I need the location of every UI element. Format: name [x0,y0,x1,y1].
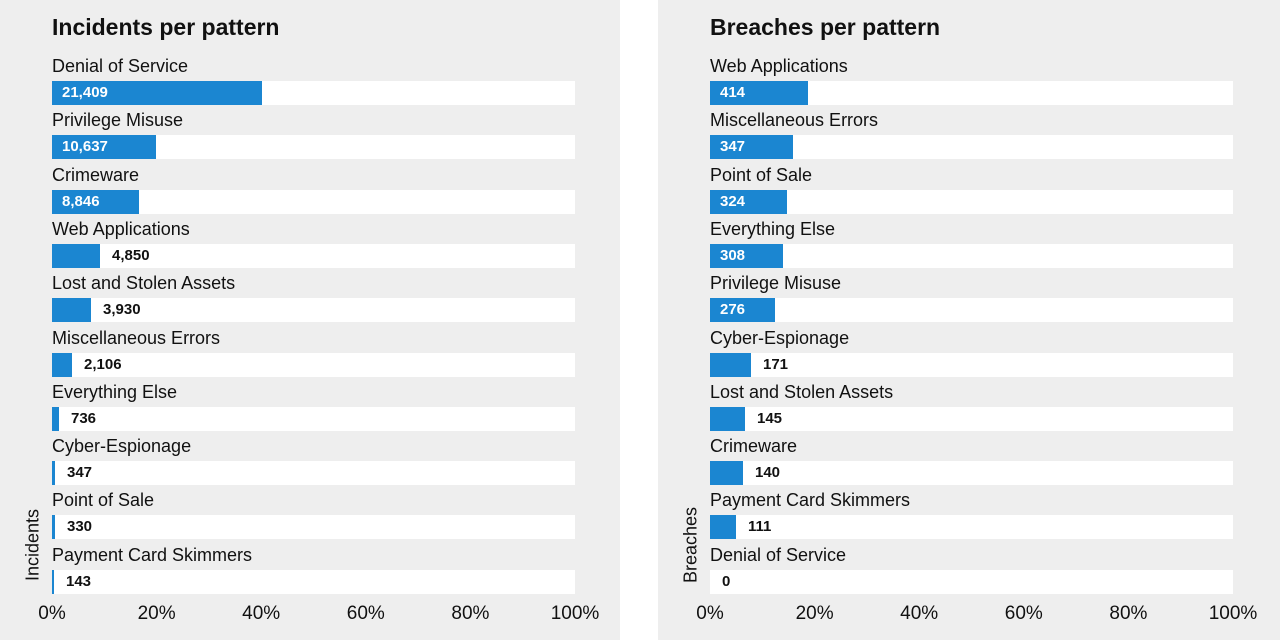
bar-track: 0 [710,569,1233,594]
data-label: 143 [66,572,92,590]
bar-track: 2,106 [52,352,575,377]
bar [710,406,745,431]
bar-track: 171 [710,352,1233,377]
y-axis-label: Breaches [680,506,701,584]
data-label: 736 [71,409,97,427]
x-tick-label: 80% [451,603,490,624]
category-label: Payment Card Skimmers [52,544,253,565]
data-label: 145 [757,409,783,427]
bar [710,461,743,486]
bar-track: 347 [52,461,575,486]
bar [52,81,262,105]
bar [52,515,55,540]
chart-title: Incidents per pattern [52,14,280,40]
bar-track: 347 [710,135,1233,160]
category-label: Denial of Service [710,544,847,565]
data-label: 4,850 [112,246,150,264]
data-label: 347 [720,138,746,156]
y-axis-label: Incidents [22,508,43,582]
bar [710,189,787,214]
bar [710,135,793,160]
x-tick-label: 20% [795,603,834,624]
data-label: 171 [763,355,789,373]
category-label: Lost and Stolen Assets [710,381,894,402]
bar-track: 276 [710,298,1233,323]
bar-track: 21,409 [52,81,575,105]
bar-track: 143 [52,569,575,594]
data-label: 21,409 [62,84,108,101]
bar-track: 8,846 [52,189,575,214]
bar-track: 324 [710,189,1233,214]
bar-track: 308 [710,243,1233,268]
bar [710,298,775,323]
data-label: 8,846 [62,192,100,210]
category-label: Miscellaneous Errors [52,327,221,348]
data-label: 414 [720,84,746,101]
category-label: Crimeware [52,164,140,185]
bar [710,243,783,268]
x-tick-label: 60% [1004,603,1043,624]
bar-track: 736 [52,406,575,431]
data-label: 276 [720,301,746,319]
category-label: Privilege Misuse [710,273,842,294]
incidents-chart-panel: Incidents per pattern Incidents Denial o… [0,0,620,640]
category-label: Point of Sale [710,164,813,185]
x-tick-label: 0% [696,603,724,624]
bar [52,243,100,268]
data-label: 330 [67,518,93,536]
bar-track: 414 [710,81,1233,105]
bar-track: 330 [52,515,575,540]
bar-track: 4,850 [52,243,575,268]
data-label: 2,106 [84,355,122,373]
x-tick-label: 100% [1208,603,1258,624]
bar-track: 111 [710,515,1233,540]
category-label: Cyber-Espionage [52,436,192,457]
bar [52,461,55,486]
data-label: 347 [67,464,93,482]
category-label: Miscellaneous Errors [710,110,879,131]
bar-track: 140 [710,461,1233,486]
x-tick-label: 60% [346,603,385,624]
category-label: Cyber-Espionage [710,327,850,348]
bar [52,189,139,214]
category-label: Web Applications [52,218,190,239]
category-label: Web Applications [710,56,848,76]
bar [52,352,72,377]
data-label: 324 [720,192,746,210]
bar [52,135,156,160]
category-label: Everything Else [52,381,178,402]
chart-title: Breaches per pattern [710,14,941,40]
data-label: 308 [720,246,746,264]
data-label: 3,930 [103,301,141,319]
category-label: Crimeware [710,436,798,457]
breaches-chart-panel: Breaches per pattern Breaches Web Applic… [658,0,1280,640]
x-tick-label: 100% [550,603,600,624]
x-tick-label: 0% [38,603,66,624]
bar [52,298,91,323]
bar-track: 10,637 [52,135,575,160]
category-label: Privilege Misuse [52,110,184,131]
bar [52,569,54,594]
x-tick-label: 80% [1109,603,1148,624]
bar [710,81,808,105]
category-label: Point of Sale [52,490,155,511]
bar-track: 3,930 [52,298,575,323]
category-label: Lost and Stolen Assets [52,273,236,294]
x-tick-label: 40% [900,603,939,624]
x-tick-label: 20% [137,603,176,624]
bar [52,406,59,431]
category-label: Denial of Service [52,56,189,76]
category-label: Everything Else [710,218,836,239]
bar [710,352,751,377]
category-label: Payment Card Skimmers [710,490,911,511]
bar [710,515,736,540]
bar-track: 145 [710,406,1233,431]
data-label: 140 [755,464,781,482]
data-label: 111 [748,518,772,536]
data-label: 0 [722,572,731,590]
x-tick-label: 40% [242,603,281,624]
data-label: 10,637 [62,138,108,156]
